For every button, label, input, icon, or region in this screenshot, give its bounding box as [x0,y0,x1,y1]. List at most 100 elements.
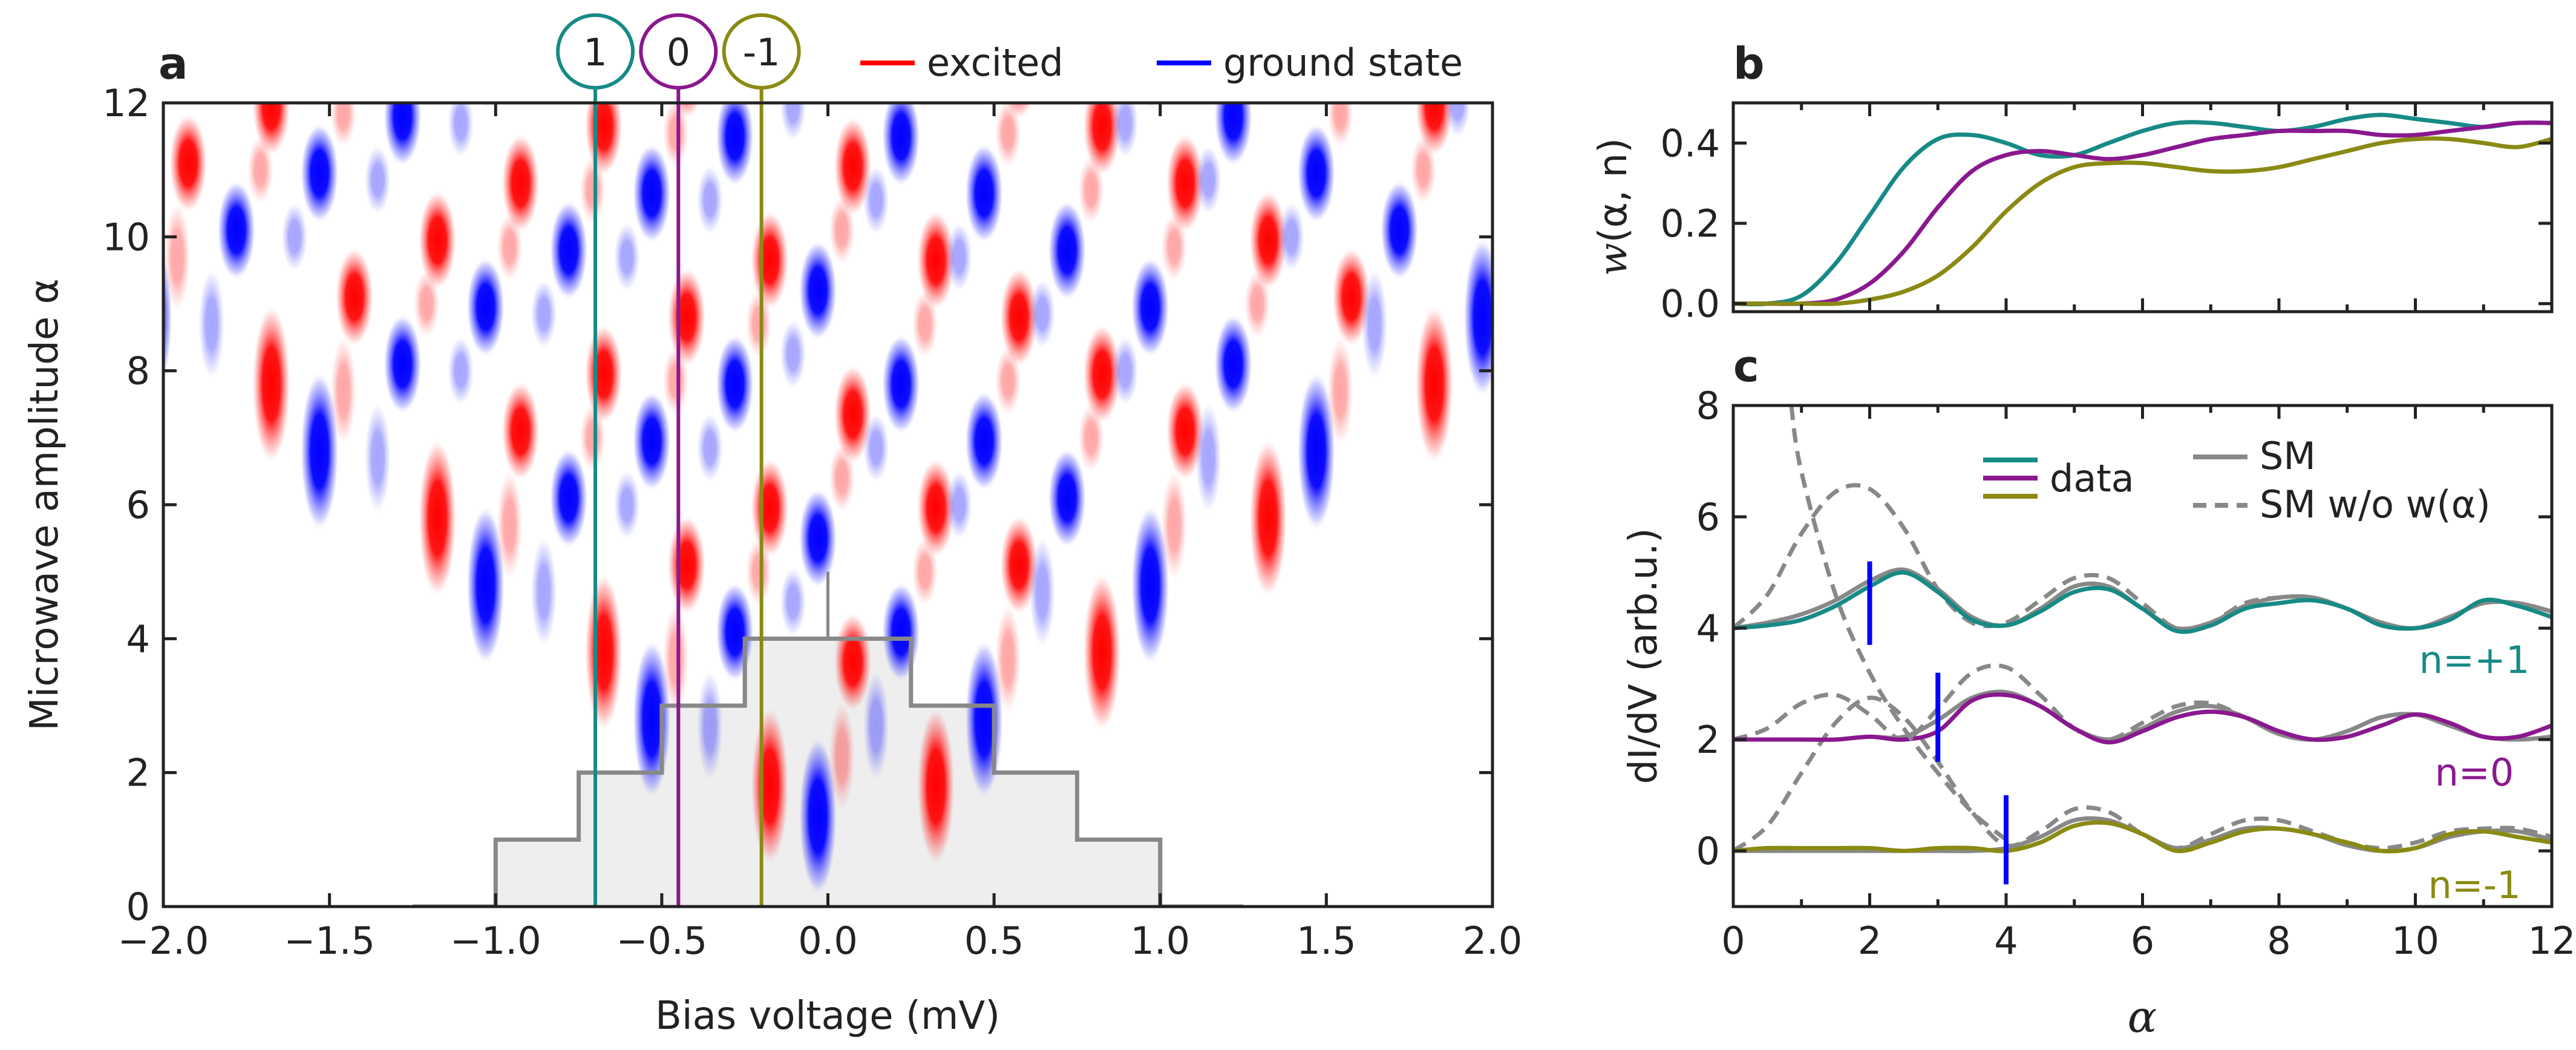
ground-state-lobe [1047,447,1087,548]
panel-c-curve-labels: n=+1 n=0 n=-1 [2419,638,2530,907]
excited-lobe [1160,468,1188,582]
ground-state-lobe [881,333,921,435]
marker-circle-2 [722,13,801,90]
ground-state-lobe [799,488,838,589]
didv-curve-0 [1733,567,2552,631]
excited-lobe [252,304,291,465]
w-curve-2 [1733,136,2552,306]
heatmap-layer [163,0,1492,897]
excited-lobe [584,324,623,425]
panel-b-label: b [1733,38,1765,89]
panel-a-xlabel: Bias voltage (mV) [655,994,1000,1039]
excited-lobe [1414,103,1454,157]
ytick-label: 8 [1696,384,1720,428]
excited-lobe [995,103,1022,168]
excited-lobe [496,468,523,582]
marker-circle-0 [556,13,635,90]
excited-lobe [418,189,457,290]
ground-state-lobe [1140,103,1160,110]
panel-b-ylabel-main: w [1591,243,1636,276]
ground-state-lobe [300,123,339,224]
panel-c-xlabel: α [2128,991,2157,1042]
ground-state-lobe [799,0,837,93]
excited-lobe [999,267,1039,368]
excited-lobe [662,602,689,715]
excited-lobe [917,210,956,311]
ground-state-lobe [946,221,973,292]
ground-state-lobe [466,257,505,358]
legend-excited-label: excited [927,41,1064,85]
excited-lobe [999,514,1039,615]
excited-lobe [1082,103,1122,177]
excited-lobe [1082,571,1122,733]
xtick-label: −1.0 [450,919,541,963]
panel-b-ticks: 0.0 0.2 0.4 [1660,103,2554,326]
ytick-label: 0.2 [1660,202,1720,246]
ground-state-lobe [466,505,505,666]
xtick-label: 10 [2391,919,2439,963]
ground-state-lobe [364,145,391,215]
panel-b: 0.0 0.2 0.4 b w(α, n) [1591,38,2554,326]
panel-c-legend: data SM SM w/o w(α) [1983,434,2491,527]
legend-ground-label: ground state [1223,41,1463,85]
ground-state-lobe [447,335,474,406]
excited-lobe [750,458,789,559]
excited-lobe [1249,438,1288,599]
ground-state-lobe [281,0,308,24]
legend-data-label: data [2050,456,2134,500]
excited-lobe [335,0,374,99]
ground-state-lobe [1112,335,1139,406]
ground-state-lobe [946,469,973,540]
didv-curve-8 [1733,820,2552,854]
w-curve-0 [1733,113,2552,307]
excited-lobe [1414,304,1454,465]
ground-state-lobe [1131,257,1170,358]
ytick-label: 8 [126,349,150,393]
ground-state-lobe [1195,145,1222,215]
ground-state-lobe [1195,401,1222,514]
ground-state-lobe [1296,370,1336,532]
xtick-label: 1.5 [1296,919,1356,963]
ground-state-lobe [613,469,641,540]
didv-curve-7 [1733,692,2552,745]
excited-lobe [169,113,208,214]
ground-state-lobe [217,180,256,281]
panel-c-label: c [1733,341,1759,392]
ground-state-lobe [531,31,557,101]
excited-lobe [750,706,789,867]
excited-lobe [667,514,707,615]
ytick-label: 0 [126,885,150,929]
panel-c-lines [1733,405,2552,854]
ground-state-lobe [1463,237,1492,398]
ground-state-lobe [549,200,589,301]
ground-state-lobe [1278,0,1305,24]
ground-state-lobe [1131,505,1170,666]
panel-a: 1 0 -1 −2.0 −1.5 −1.0 −0.5 0.0 0.5 1.0 1.5 2.00246… [22,0,1523,1039]
ground-state-lobe [1028,535,1056,648]
panel-b-ylabel-args: (α, n) [1591,138,1636,243]
ground-state-lobe [1214,103,1253,167]
xtick-label: −2.0 [118,919,209,963]
excited-lobe [1332,246,1371,347]
ground-state-lobe [1028,278,1056,349]
curve-label-2: n=-1 [2428,863,2520,907]
ground-state-lobe [549,447,589,548]
ytick-label: 4 [1696,606,1720,651]
ground-state-lobe [476,103,495,110]
ground-state-lobe [946,0,972,44]
ground-state-lobe [1112,103,1139,159]
xtick-label: 2.0 [1463,919,1523,963]
panel-a-legend: excited ground state [860,41,1463,85]
excited-lobe [501,133,540,234]
panel-c-threshold-marks [1867,561,2009,885]
excited-lobe [330,334,357,447]
excited-lobe [1165,381,1205,482]
excited-lobe [1327,334,1354,447]
marker-label-1: 0 [667,30,690,74]
ground-state-lobe [881,582,921,683]
w-curve-1 [1733,120,2552,306]
excited-lobe [496,0,523,34]
panel-a-ylabel: Microwave amplitude α [22,278,67,730]
ground-state-lobe [530,278,557,349]
panel-b-lines [1733,113,2552,307]
